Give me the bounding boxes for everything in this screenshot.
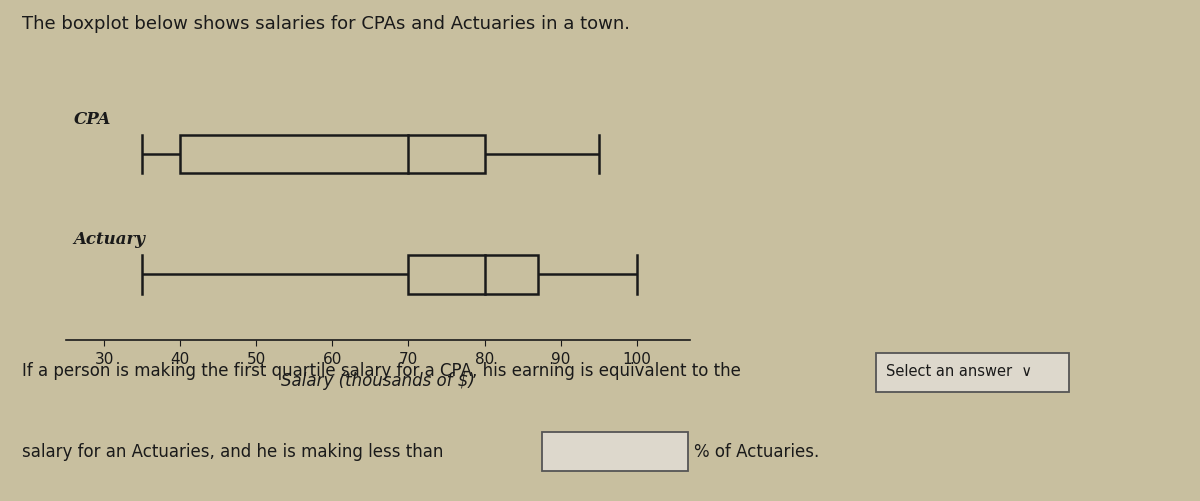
Text: Actuary: Actuary <box>73 230 145 247</box>
Bar <box>408 256 538 294</box>
Text: If a person is making the first quartile salary for a CPA, his earning is equiva: If a person is making the first quartile… <box>22 362 740 380</box>
Text: The boxplot below shows salaries for CPAs and Actuaries in a town.: The boxplot below shows salaries for CPA… <box>22 15 630 33</box>
Text: Select an answer  ∨: Select an answer ∨ <box>886 363 1032 378</box>
Text: % of Actuaries.: % of Actuaries. <box>694 442 818 460</box>
Bar <box>180 136 485 174</box>
Text: CPA: CPA <box>73 110 110 127</box>
X-axis label: Salary (thousands of $): Salary (thousands of $) <box>281 372 475 390</box>
Text: salary for an Actuaries, and he is making less than: salary for an Actuaries, and he is makin… <box>22 442 443 460</box>
